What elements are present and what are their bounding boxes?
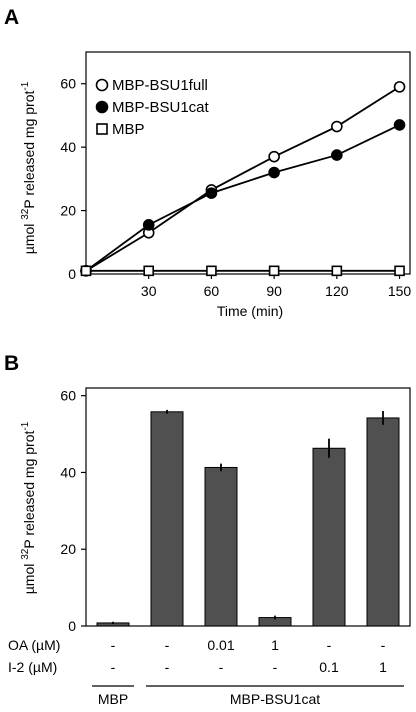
chart-a-frame (85, 51, 411, 275)
condition-cell: - (165, 637, 170, 653)
panel-a-letter: A (4, 6, 19, 29)
chart-a-axes: 0 20 40 60 30 60 90 120 150 (60, 51, 412, 299)
row-label: OA (µM) (8, 637, 60, 653)
chart-b-y-axis-label: µmol 32P released mg prot-1 (20, 421, 37, 594)
panel-b-letter: B (4, 352, 19, 375)
chart-a-x-tick-label: 30 (141, 283, 157, 299)
legend-marker-mbp-bsu1cat (95, 100, 109, 114)
line-chart: 0 20 40 60 30 60 90 120 150 µmol 32P released mg… (20, 51, 412, 319)
chart-b-condition-table: OA (µM) - - 0.01 1 - - I-2 (µM) - - - - 0.1 1 MBP MBP-B… (8, 637, 404, 707)
series-line-mbp-bsu1cat (85, 124, 400, 272)
condition-cell: - (381, 637, 386, 653)
data-point-mbp (331, 265, 343, 277)
legend-marker-mbp-bsu1full (95, 78, 109, 92)
data-point-mbp (268, 265, 280, 277)
condition-cell: - (327, 637, 332, 653)
chart-a-y-label-prefix: µmol (21, 220, 37, 255)
chart-b-y-label-main: P released mg prot (21, 431, 37, 549)
bar (204, 466, 238, 627)
data-point-mbp-bsu1full (393, 81, 406, 93)
data-point-mbp-bsu1cat (142, 219, 155, 231)
chart-a-y-tick-label: 40 (60, 139, 76, 155)
chart-b-y-tick-label: 20 (60, 541, 76, 557)
bar (312, 447, 346, 627)
chart-a-y-label-main: P released mg prot (21, 91, 37, 209)
chart-a-y-label-sup: 32 (20, 208, 31, 220)
condition-cell: 0.01 (207, 637, 234, 653)
chart-a-x-axis-label: Time (min) (217, 303, 283, 319)
row-label: I-2 (µM) (8, 659, 57, 675)
data-point-mbp-bsu1full (331, 120, 343, 133)
condition-cell: - (273, 659, 278, 675)
legend-label-mbp: MBP (112, 121, 145, 138)
group-label: MBP (98, 691, 128, 707)
chart-a-y-tick-label: 20 (60, 203, 76, 219)
data-point-mbp (80, 265, 92, 277)
condition-cell: 1 (271, 637, 279, 653)
condition-cell: - (165, 659, 170, 675)
chart-b-frame (85, 387, 411, 627)
data-point-mbp-bsu1cat (393, 119, 406, 131)
series-line-mbp-bsu1full (85, 86, 401, 272)
chart-b-y-tick-label: 0 (68, 618, 76, 634)
data-point-mbp-bsu1full (268, 150, 280, 163)
chart-b-y-tick-label: 40 (60, 464, 76, 480)
chart-a-x-tick-label: 120 (325, 283, 349, 299)
chart-a-y-label-exp: -1 (20, 81, 31, 90)
data-point-mbp (206, 265, 217, 277)
chart-a-x-tick-label: 60 (204, 283, 220, 299)
chart-b-axes: 0 20 40 60 (60, 387, 411, 634)
legend-label-mbp-bsu1cat: MBP-BSU1cat (112, 99, 210, 116)
data-point-mbp-bsu1cat (268, 166, 280, 179)
chart-b-marks (96, 409, 400, 627)
data-point-mbp (394, 265, 405, 277)
chart-a-y-axis-label: µmol 32P released mg prot-1 (20, 81, 37, 254)
chart-a-y-tick-label: 0 (68, 266, 76, 282)
data-point-mbp-bsu1cat (331, 149, 343, 161)
chart-b-y-tick-label: 60 (60, 388, 76, 404)
chart-a-x-tick-label: 90 (266, 283, 282, 299)
data-point-mbp (143, 265, 155, 277)
chart-b-y-label-exp: -1 (20, 421, 31, 430)
chart-b-y-label-prefix: µmol (21, 560, 37, 595)
condition-cell: - (219, 659, 224, 675)
condition-cell: - (111, 637, 116, 653)
group-label: MBP-BSU1cat (230, 691, 320, 707)
data-point-mbp-bsu1cat (205, 187, 218, 199)
legend-marker-mbp (96, 123, 108, 135)
bar (366, 417, 400, 627)
condition-cell: 0.1 (319, 659, 339, 675)
chart-a-y-tick-label: 60 (60, 76, 76, 92)
condition-cell: 1 (379, 659, 387, 675)
chart-a-legend: MBP-BSU1full MBP-BSU1cat MBP (95, 77, 210, 138)
bar (150, 411, 184, 627)
condition-cell: - (111, 659, 116, 675)
chart-a-marks (80, 81, 406, 277)
chart-a-x-tick-label: 150 (388, 283, 412, 299)
chart-b-y-label-sup: 32 (20, 548, 31, 560)
legend-label-mbp-bsu1full: MBP-BSU1full (112, 77, 208, 94)
